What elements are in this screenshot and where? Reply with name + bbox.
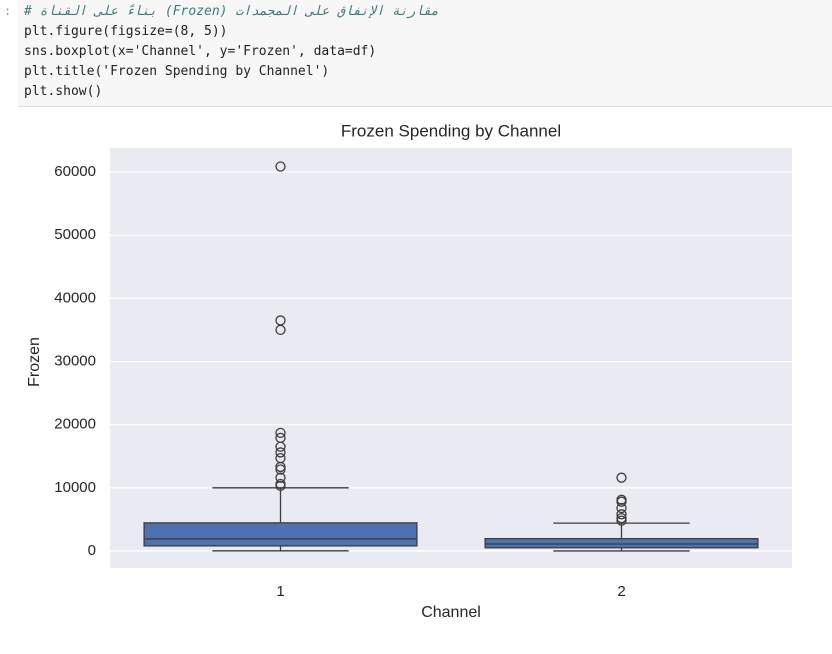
y-tick-label: 20000 (54, 416, 96, 433)
outlier (275, 464, 286, 475)
y-tick-label: 0 (88, 542, 96, 559)
outlier (616, 515, 627, 526)
outlier (616, 509, 627, 520)
outlier (275, 461, 286, 473)
outlier (616, 472, 627, 483)
outlier (616, 502, 627, 514)
outlier (616, 512, 627, 524)
code-cell[interactable] (18, 0, 832, 107)
outlier (275, 447, 286, 458)
plot-area (110, 148, 792, 568)
y-tick-label: 40000 (54, 289, 96, 306)
outlier (275, 161, 286, 172)
cell-prompt: : (4, 4, 12, 18)
code-line: plt.show() (24, 84, 103, 99)
x-tick-label: 2 (617, 583, 625, 600)
code-line: sns.boxplot(x='Channel', y='Frozen', dat… (24, 44, 377, 59)
outlier (275, 427, 286, 438)
outlier (275, 480, 286, 492)
code-line: # بناءً على القناة (Frozen) مقارنة الإنف… (24, 4, 439, 19)
outlier (275, 324, 286, 336)
code-line: plt.title('Frozen Spending by Channel') (24, 64, 330, 79)
y-tick-label: 30000 (54, 352, 96, 369)
code-line: plt.figure(figsize=(8, 5)) (24, 24, 228, 39)
box (484, 537, 759, 549)
outlier (275, 441, 286, 452)
y-tick-label: 60000 (54, 163, 96, 180)
y-tick-label: 50000 (54, 226, 96, 243)
outlier (275, 472, 286, 483)
chart-title: Frozen Spending by Channel (341, 121, 561, 140)
y-tick-label: 10000 (54, 479, 96, 496)
outlier (616, 496, 627, 507)
x-tick-label: 1 (276, 583, 284, 600)
x-axis-label: Channel (421, 604, 481, 621)
y-axis-label: Frozen (26, 337, 43, 387)
box (143, 522, 418, 547)
